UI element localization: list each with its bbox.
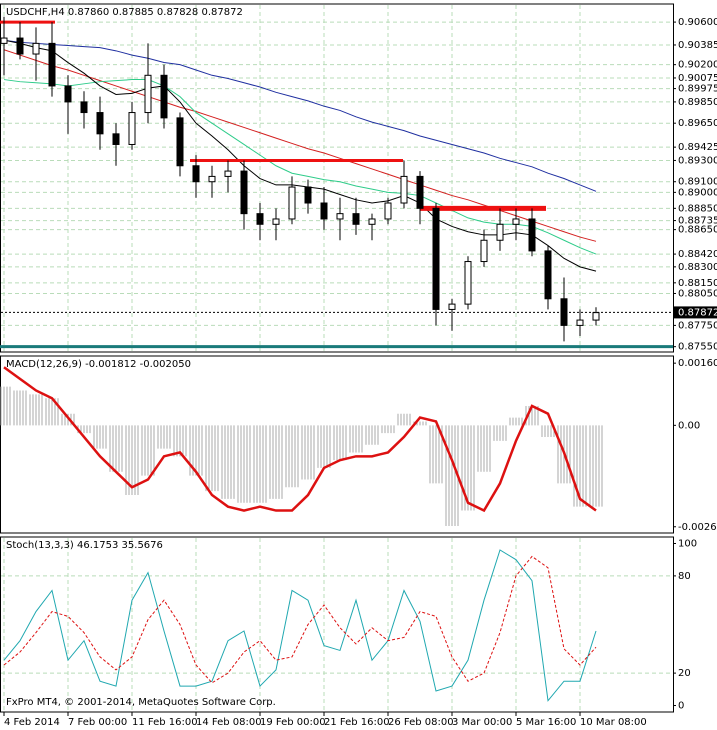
candle-body [352, 213, 360, 225]
y-tick-label: 0.89100 [678, 177, 717, 188]
candle-body [96, 112, 104, 135]
y-tick-label: 20 [678, 668, 691, 679]
candle-body [128, 112, 136, 145]
candle-body [528, 218, 536, 252]
candle-body [112, 133, 120, 145]
candle-body [192, 165, 200, 183]
x-tick-label: 19 Feb 00:00 [260, 717, 326, 728]
candle-body [224, 170, 232, 177]
y-tick-label: -0.002619 [678, 522, 717, 533]
candle-body [400, 175, 408, 204]
indicator-line [3, 49, 597, 242]
x-tick-label: 4 Feb 2014 [4, 717, 60, 728]
candle-body [512, 218, 520, 225]
panel-title: Stoch(13,3,3) 46.1753 35.5676 [6, 540, 163, 551]
candle-body [480, 239, 488, 263]
indicator-line [3, 39, 597, 272]
y-tick-label: 0.88735 [678, 216, 717, 227]
candle-body [80, 101, 88, 114]
indicator-line [3, 79, 597, 255]
y-tick-label: 0.88850 [678, 203, 717, 214]
candle-body [176, 117, 184, 167]
candle-body [336, 213, 344, 220]
y-tick-label: 0.90385 [678, 40, 717, 51]
x-tick-label: 7 Feb 00:00 [68, 717, 127, 728]
x-tick-label: 5 Mar 16:00 [516, 717, 576, 728]
last-price-label: 0.87872 [678, 307, 717, 318]
panel-title: USDCHF,H4 0.87860 0.87885 0.87828 0.8787… [6, 7, 243, 18]
y-tick-label: 0.89650 [678, 118, 717, 129]
indicator-line [3, 366, 597, 513]
candle-body [464, 261, 472, 305]
last-price-box [674, 306, 717, 319]
y-tick-label: 100 [678, 538, 697, 549]
y-tick-label: 0.89850 [678, 97, 717, 108]
indicator-line [3, 555, 597, 684]
candle-body [256, 213, 264, 225]
candle-body [32, 42, 40, 55]
y-tick-label: 0.90200 [678, 60, 717, 71]
candle-body [576, 319, 584, 326]
candle-body [160, 74, 168, 119]
candle-body [448, 303, 456, 310]
y-tick-label: 0.89000 [678, 187, 717, 198]
y-tick-label: 0.88420 [678, 249, 717, 260]
x-tick-label: 11 Feb 16:00 [132, 717, 198, 728]
candle-body [240, 170, 248, 215]
candle-body [288, 186, 296, 220]
watermark: FxPro MT4, © 2001-2014, MetaQuotes Softw… [6, 697, 276, 708]
candle-body [592, 312, 600, 321]
panel-title: MACD(12,26,9) -0.001812 -0.002050 [6, 359, 191, 370]
y-tick-label: 0.88300 [678, 262, 717, 273]
candle-body [208, 175, 216, 183]
y-tick-label: 0.00 [678, 420, 700, 431]
candle-body [304, 186, 312, 204]
y-tick-label: 0.88650 [678, 225, 717, 236]
candle-body [144, 74, 152, 114]
candle-body [416, 175, 424, 209]
y-tick-label: 0.001605 [678, 358, 717, 369]
x-tick-label: 26 Feb 08:00 [388, 717, 454, 728]
candle-body [48, 42, 56, 87]
y-tick-label: 0.88150 [678, 278, 717, 289]
y-tick-label: 0.89425 [678, 142, 717, 153]
x-tick-label: 14 Feb 08:00 [196, 717, 262, 728]
candle-body [384, 202, 392, 220]
y-tick-label: 0.90600 [678, 17, 717, 28]
candle-body [368, 218, 376, 225]
y-tick-label: 0 [678, 701, 684, 712]
x-tick-label: 21 Feb 16:00 [324, 717, 390, 728]
candle-body [320, 202, 328, 220]
y-tick-label: 0.87550 [678, 342, 717, 353]
x-tick-label: 10 Mar 08:00 [580, 717, 647, 728]
panel-frame [0, 3, 674, 353]
y-tick-label: 0.88050 [678, 288, 717, 299]
x-tick-label: 3 Mar 00:00 [452, 717, 512, 728]
candle-body [496, 223, 504, 241]
indicator-line [3, 39, 597, 192]
y-tick-label: 0.90075 [678, 73, 717, 84]
y-tick-label: 0.87750 [678, 320, 717, 331]
panel-frame [0, 355, 674, 534]
indicator-line [3, 549, 597, 702]
candle-body [16, 37, 24, 55]
candle-body [272, 218, 280, 225]
y-tick-label: 0.89975 [678, 84, 717, 95]
candle-body [432, 207, 440, 310]
y-tick-label: 0.89300 [678, 155, 717, 166]
y-tick-label: 80 [678, 571, 691, 582]
candle-body [64, 85, 72, 103]
candle-body [0, 37, 8, 44]
candle-body [544, 250, 552, 300]
panel-frame [0, 536, 674, 713]
